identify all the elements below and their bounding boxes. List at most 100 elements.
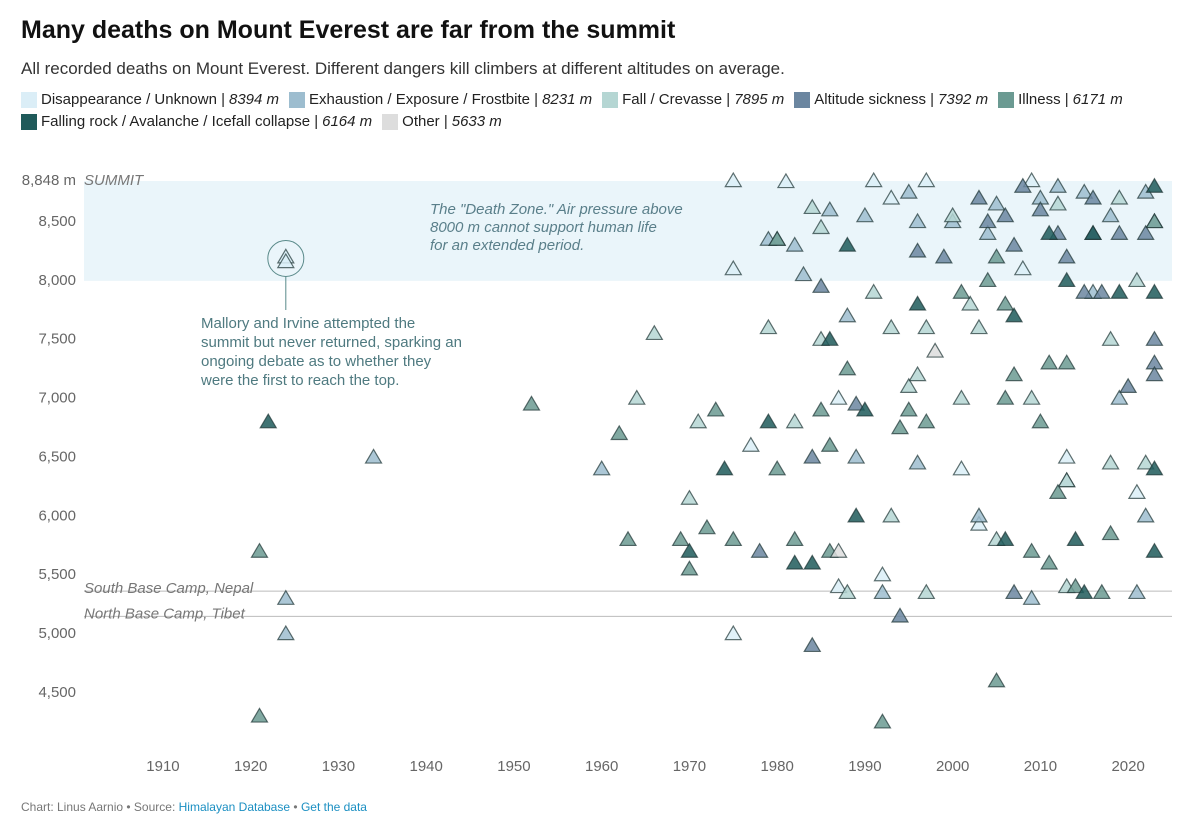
data-point [1110, 389, 1129, 405]
legend: Disappearance / Unknown | 8394 m Exhaustio… [21, 89, 1186, 133]
data-point [847, 395, 866, 411]
data-point [961, 295, 980, 311]
legend-item: Fall / Crevasse | 7895 m [602, 89, 784, 111]
data-point [1057, 448, 1076, 464]
x-tick-label: 1930 [322, 758, 355, 775]
data-point [996, 389, 1015, 405]
legend-note: 6164 m [322, 113, 373, 130]
data-point [838, 306, 857, 323]
data-point [908, 365, 927, 382]
legend-label: Fall / Crevasse | [622, 91, 731, 108]
data-point [882, 507, 901, 523]
base-camp-label: South Base Camp, Nepal [84, 580, 254, 597]
annotation-text: were the first to reach the top. [200, 372, 399, 389]
data-point [715, 460, 734, 476]
data-point [873, 583, 892, 600]
data-point [855, 206, 874, 223]
data-point [952, 460, 971, 476]
y-tick-label: 8,000 [38, 272, 76, 289]
x-tick-label: 1990 [848, 758, 881, 775]
data-point [680, 489, 699, 505]
data-point [1022, 389, 1041, 405]
data-point [1092, 283, 1111, 299]
y-tick-label: 5,500 [38, 566, 76, 583]
data-point [259, 412, 278, 429]
data-point [1110, 224, 1129, 240]
base-camp-label: North Base Camp, Tibet [84, 605, 246, 622]
header: Many deaths on Mount Everest are far fro… [21, 16, 1186, 133]
data-point [917, 583, 936, 600]
data-point [1127, 271, 1146, 288]
data-point [276, 624, 295, 641]
data-point [882, 189, 901, 205]
data-point [1048, 483, 1067, 499]
data-point [645, 324, 664, 341]
data-point [969, 189, 989, 205]
data-point [1005, 583, 1024, 600]
data-point [1145, 460, 1164, 476]
legend-swatch [794, 92, 811, 108]
data-point [996, 206, 1015, 223]
data-link[interactable]: Get the data [300, 800, 367, 814]
legend-note: 7392 m [938, 91, 989, 108]
data-point [864, 283, 883, 299]
data-point [811, 401, 831, 417]
data-point [1110, 189, 1129, 205]
data-point [750, 542, 769, 558]
data-point [1040, 224, 1059, 240]
data-point [864, 171, 883, 188]
data-point [1022, 542, 1041, 558]
data-point [890, 607, 910, 623]
data-point [820, 330, 839, 346]
data-point [1136, 507, 1155, 523]
data-point [680, 560, 699, 576]
data-point [1136, 224, 1155, 240]
data-point [610, 424, 629, 441]
data-point [1013, 259, 1032, 276]
data-point [803, 636, 822, 653]
data-point [882, 318, 901, 335]
data-point [1075, 283, 1094, 299]
data-point [996, 530, 1015, 547]
legend-item: Altitude sickness | 7392 m [794, 89, 988, 111]
data-point [1057, 248, 1076, 264]
data-point [776, 172, 795, 189]
data-point [1119, 377, 1138, 394]
separator: • [293, 800, 298, 814]
data-point [811, 277, 831, 293]
data-point [987, 671, 1006, 688]
data-point [978, 212, 997, 229]
data-point [1005, 306, 1024, 323]
data-point [1048, 177, 1067, 193]
data-point [838, 236, 857, 252]
chart-subtitle: All recorded deaths on Mount Everest. Di… [21, 59, 785, 78]
x-tick-label: 2020 [1111, 758, 1144, 775]
data-point [276, 589, 295, 605]
data-point [1066, 577, 1085, 594]
data-point [917, 171, 936, 188]
data-point [627, 389, 646, 405]
data-point [978, 271, 997, 288]
y-tick-label: 7,000 [38, 390, 76, 407]
legend-item: Disappearance / Unknown | 8394 m [21, 89, 279, 111]
data-point [1145, 283, 1164, 299]
source-link[interactable]: Himalayan Database [178, 800, 291, 814]
footer: Chart: Linus Aarnio • Source: Himalayan … [21, 800, 367, 814]
y-tick-label: 5,000 [38, 625, 76, 642]
data-point [943, 206, 962, 223]
annotation-text: Mallory and Irvine attempted the [201, 315, 415, 332]
legend-swatch [998, 92, 1015, 108]
data-point [838, 583, 857, 600]
x-tick-label: 1970 [673, 758, 706, 775]
y-tick-label: 7,500 [38, 331, 76, 348]
data-point [996, 295, 1015, 311]
legend-note: 7895 m [734, 91, 785, 108]
data-point [829, 542, 848, 558]
annotation-text: ongoing debate as to whether they [201, 353, 432, 370]
data-point [1013, 177, 1032, 193]
y-tick-label: 4,500 [38, 684, 76, 701]
data-point [1057, 354, 1076, 370]
legend-note: 8394 m [229, 91, 280, 108]
summit-label: SUMMIT [84, 172, 145, 189]
